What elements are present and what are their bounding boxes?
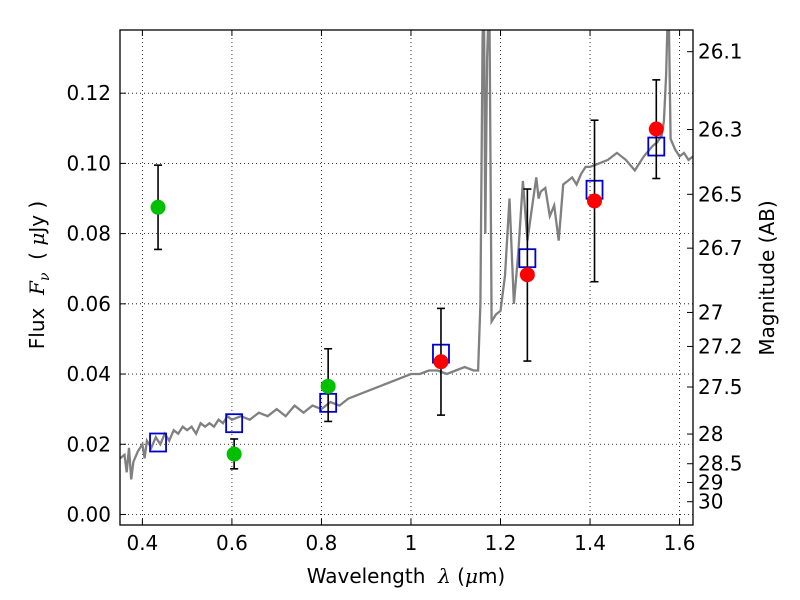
model-square-point (149, 432, 167, 453)
model-square-point (225, 413, 244, 434)
x-tick-label: 0.8 (306, 531, 338, 555)
mag-tick-label: 26.5 (698, 182, 743, 206)
y-tick-label: 0.10 (66, 151, 111, 175)
grid-lines (120, 30, 693, 525)
x-tick-label: 0.4 (126, 531, 158, 555)
y-tick-label: 0.12 (66, 81, 111, 105)
mag-tick-label: 27 (698, 300, 723, 324)
x-tick-label: 1.2 (485, 531, 517, 555)
mag-tick-label: 26.1 (698, 40, 743, 64)
x-tick-label: 1.4 (574, 531, 606, 555)
x-tick-label: 0.6 (216, 531, 248, 555)
red-data-point (587, 193, 603, 209)
mag-tick-label: 27.2 (698, 334, 743, 358)
y-tick-label: 0.06 (66, 292, 111, 316)
plot-frame (119, 29, 694, 526)
y-tick-label: 0.00 (66, 502, 111, 526)
y2-axis-label: Magnitude (AB) (755, 200, 779, 355)
mag-tick-label: 28 (698, 422, 723, 446)
x-axis-label: Wavelength λ (μm) (307, 564, 506, 588)
model-spectrum (120, 30, 693, 480)
data-points (149, 79, 666, 470)
y-tick-label: 0.08 (66, 222, 111, 246)
green-data-point (150, 199, 166, 215)
mag-tick-label: 28.5 (698, 452, 743, 476)
x-tick-label: 1 (405, 531, 418, 555)
y-axis-label: Flux Fν ( μJy ) (25, 201, 53, 349)
mag-tick-label: 26.7 (698, 236, 743, 260)
spectrum-line (120, 30, 693, 480)
mag-tick-label: 27.5 (698, 375, 743, 399)
green-data-point (226, 446, 242, 462)
mag-tick-label: 26.3 (698, 118, 743, 142)
y-tick-label: 0.02 (66, 432, 111, 456)
red-data-point (519, 267, 535, 283)
red-data-point (648, 121, 664, 137)
axis-ticks: 0.4 0.6 0.8 1 1.2 1.4 1.6 0.00 0.02 0.04 0.06 0.08 0… (66, 30, 743, 555)
mag-tick-label: 29 (698, 470, 723, 494)
y-tick-label: 0.04 (66, 362, 111, 386)
x-tick-label: 1.6 (664, 531, 696, 555)
red-data-point (433, 354, 449, 370)
mag-tick-label: 30 (698, 490, 723, 514)
green-data-point (320, 378, 336, 394)
